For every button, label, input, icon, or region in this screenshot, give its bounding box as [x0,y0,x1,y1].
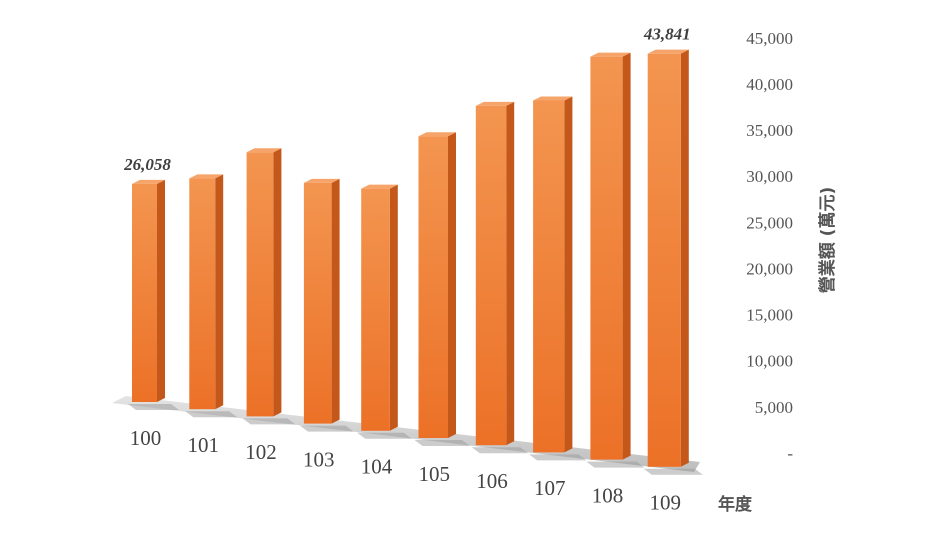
x-tick-label: 106 [476,469,508,493]
bar-side [389,184,398,431]
y-tick-label: 5,000 [755,398,793,417]
bar-top [590,52,631,57]
bar-shadow [242,418,296,425]
bar [533,100,565,453]
y-tick-label: 35,000 [746,121,793,140]
y-tick-label: 40,000 [746,75,793,94]
bar-shadow [643,468,703,475]
bar-shadow [586,461,645,468]
bar-shadow [414,440,470,446]
bar-top [647,49,689,54]
bar [132,183,157,402]
y-tick-label: 20,000 [746,259,793,278]
x-tick-label: 103 [303,447,335,471]
bar [418,136,448,439]
x-tick-label: 107 [534,476,566,500]
bar-top [189,174,224,179]
bar-shadow [529,454,587,461]
x-axis-title: 年度 [718,494,753,515]
bar [647,53,681,467]
x-tick-label: 108 [592,483,624,507]
value-label: 43,841 [643,25,691,44]
bar-top [246,148,282,153]
bar-side [215,174,224,410]
bar-side [448,132,456,439]
y-tick-label: - [787,444,793,463]
bar-top [475,101,515,106]
x-tick-label: 100 [130,426,162,450]
bar-side [564,96,573,453]
y-tick-label: 25,000 [746,213,793,232]
bar [590,56,623,460]
value-label: 26,058 [123,155,171,174]
x-tick-label: 102 [245,440,277,464]
bar-shadow [299,425,354,432]
bar [189,178,216,410]
x-tick-label: 105 [419,462,451,486]
bar-top [533,96,573,101]
y-tick-label: 45,000 [746,29,793,48]
bar-side [157,179,165,402]
bar-shadow [128,404,179,410]
bar-side [622,52,631,460]
bar-side [331,178,340,424]
x-tick-label: 101 [188,433,220,457]
bar-shadow [471,447,529,454]
y-tick-label: 15,000 [746,306,793,325]
y-tick-label: 10,000 [746,352,793,371]
bar-side [506,101,515,446]
bar [475,105,507,446]
y-tick-label: 30,000 [746,167,793,186]
y-axis-title: 營業額 (萬元) [817,187,838,293]
bar [361,188,390,431]
bar-top [418,132,456,137]
bar-side [680,49,689,467]
x-tick-label: 109 [650,491,682,515]
x-tick-label: 104 [361,455,393,479]
bar-top [361,184,398,189]
bar-top [132,179,165,184]
bar [303,182,332,424]
bar-side [273,148,282,417]
bar-top [303,178,340,183]
bar-shadow [185,411,238,418]
bar [246,152,274,417]
bar-shadow [357,432,412,439]
